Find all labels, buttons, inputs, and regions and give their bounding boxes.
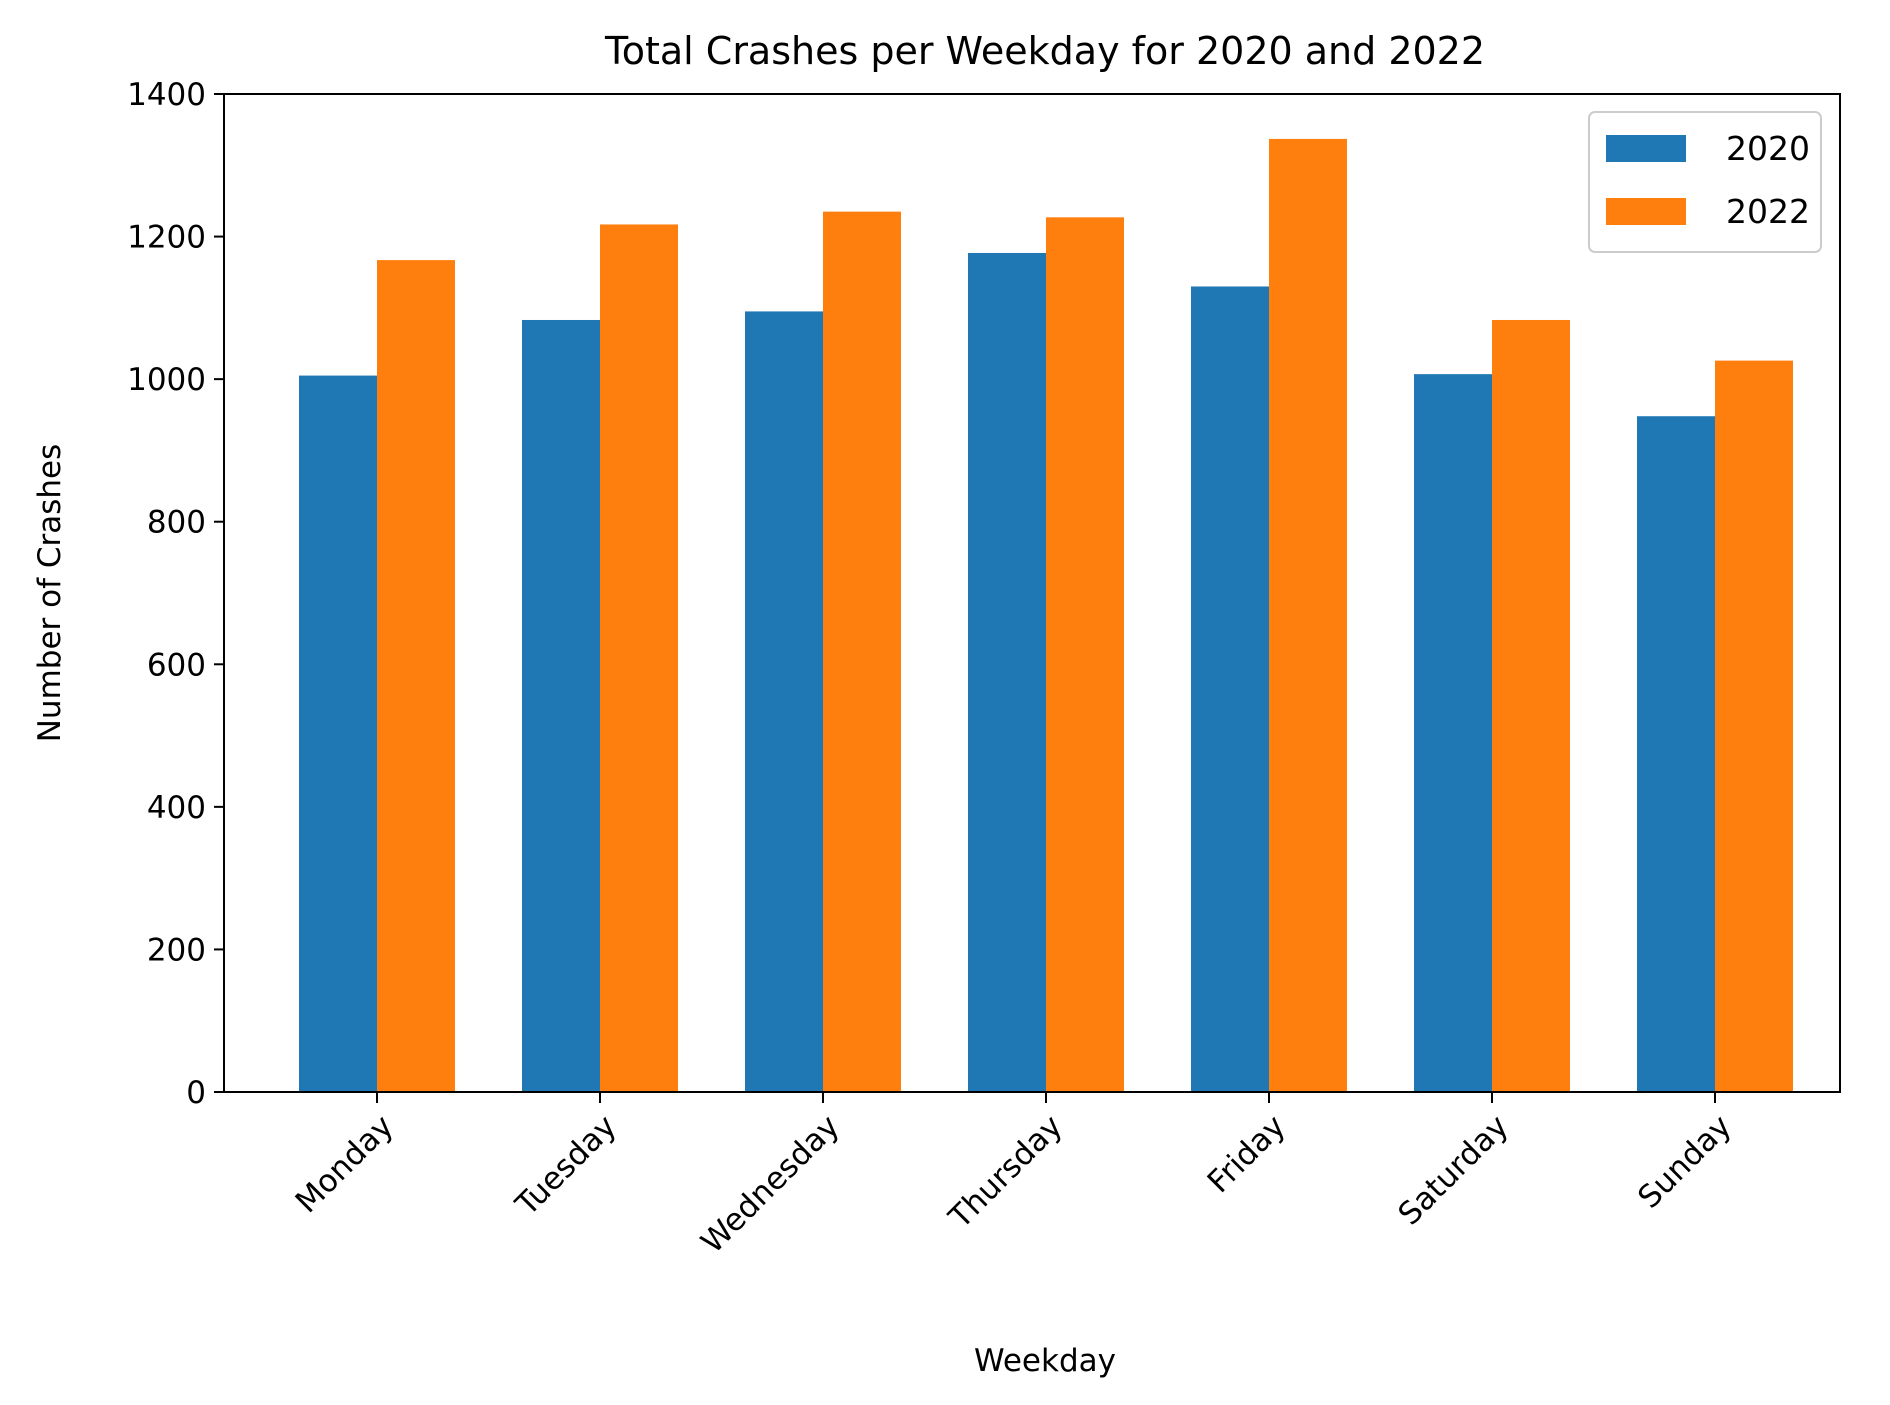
bars-layer <box>299 138 1793 1093</box>
bar-2020-friday <box>1191 286 1269 1092</box>
y-tick-label-1200: 1200 <box>127 220 206 256</box>
bar-2020-monday <box>299 375 377 1092</box>
bar-2022-friday <box>1269 138 1347 1092</box>
bar-2020-tuesday <box>522 319 600 1092</box>
bar-2020-sunday <box>1637 416 1715 1092</box>
legend-items: 2020 2022 <box>1606 129 1810 231</box>
bar-2022-thursday <box>1046 217 1124 1092</box>
y-tick-label-1400: 1400 <box>127 77 206 113</box>
bar-2020-saturday <box>1414 374 1492 1093</box>
y-tick-label-0: 0 <box>186 1075 206 1111</box>
y-axis-label: Number of Crashes <box>32 444 68 743</box>
bar-2022-sunday <box>1715 360 1793 1092</box>
y-tick-label-600: 600 <box>147 647 206 683</box>
legend-label-2022: 2022 <box>1726 192 1810 231</box>
bar-2022-tuesday <box>600 224 678 1092</box>
y-tick-label-800: 800 <box>147 505 206 541</box>
bar-2022-saturday <box>1492 319 1570 1092</box>
y-tick-label-200: 200 <box>147 932 206 968</box>
y-tick-label-1000: 1000 <box>127 362 206 398</box>
bar-2022-monday <box>377 260 455 1092</box>
legend: 2020 2022 <box>1588 111 1822 253</box>
legend-swatch-2022 <box>1606 198 1686 225</box>
bar-2020-wednesday <box>745 311 823 1093</box>
legend-label-2020: 2020 <box>1726 129 1810 168</box>
bar-2022-wednesday <box>823 211 901 1092</box>
bar-2020-thursday <box>968 252 1046 1092</box>
plot-area-frame <box>223 93 1841 1093</box>
x-axis-label: Weekday <box>974 1343 1116 1379</box>
y-tick-label-400: 400 <box>147 790 206 826</box>
chart-title: Total Crashes per Weekday for 2020 and 2… <box>604 29 1485 73</box>
legend-swatch-2020 <box>1606 135 1686 162</box>
y-axis-ticks: 0 200 400 600 800 1000 1200 1400 <box>127 77 224 1111</box>
